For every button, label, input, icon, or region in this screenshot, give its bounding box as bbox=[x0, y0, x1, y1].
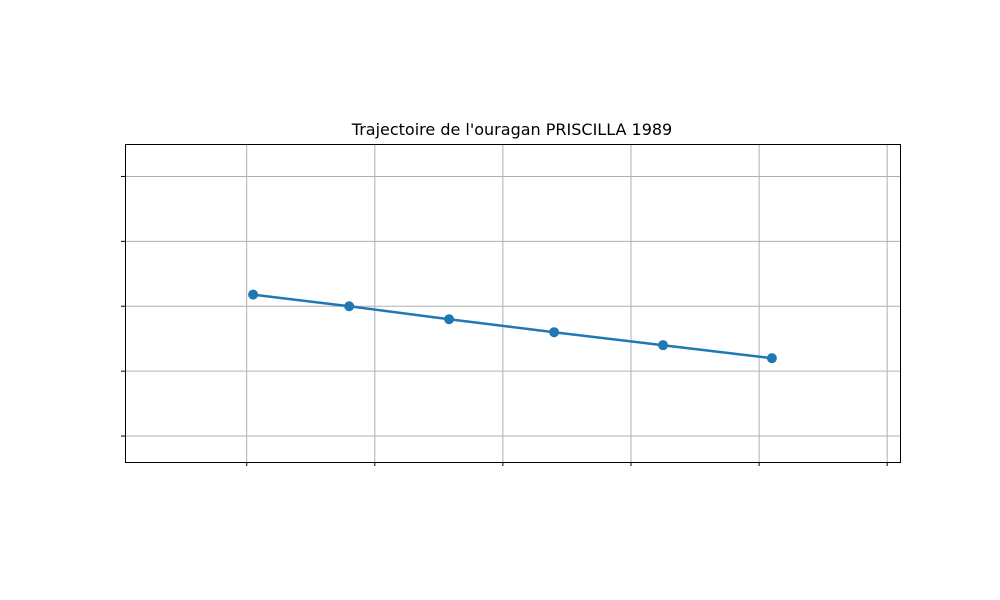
tick-layer bbox=[121, 175, 888, 466]
grid-layer bbox=[125, 144, 900, 462]
data-point-0 bbox=[248, 289, 259, 300]
series-layer bbox=[248, 289, 777, 364]
data-point-1 bbox=[344, 301, 355, 312]
series-line-0 bbox=[252, 293, 773, 360]
data-point-3 bbox=[549, 327, 560, 338]
data-point-2 bbox=[444, 314, 455, 325]
data-point-4 bbox=[658, 340, 669, 351]
data-point-5 bbox=[766, 353, 777, 364]
axes-frame bbox=[125, 144, 901, 463]
chart-title: Trajectoire de l'ouragan PRISCILLA 1989 bbox=[351, 120, 672, 139]
